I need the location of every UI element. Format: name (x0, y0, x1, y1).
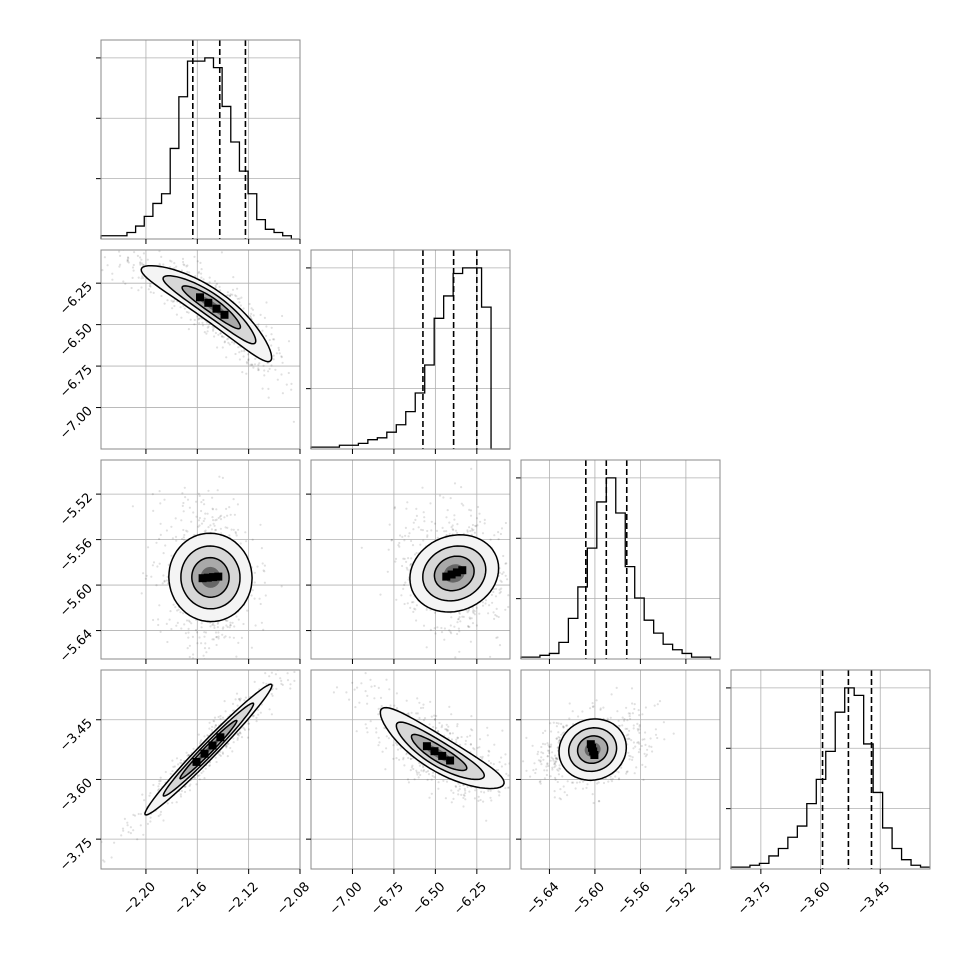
x-tick-label: −5.60 (569, 879, 608, 918)
x-tick-label: −3.75 (735, 879, 774, 918)
x-tick-label: −5.52 (660, 879, 699, 918)
density-peak (220, 310, 229, 319)
y-tick-label: −5.52 (57, 490, 96, 529)
panel-background (521, 670, 720, 869)
x-tick-label: −2.20 (120, 879, 159, 918)
x-tick-label: −6.25 (451, 879, 490, 918)
panel-background (731, 670, 930, 869)
scatter-points (360, 467, 510, 659)
scatter-panel-2-1 (100, 249, 301, 450)
histogram-step-line (100, 57, 300, 240)
density-peak (203, 573, 212, 582)
x-tick-label: −6.50 (410, 879, 449, 918)
density-peak (438, 751, 447, 760)
density-peak (458, 566, 467, 575)
panel-frame (100, 249, 301, 450)
y-tick-label: −5.64 (57, 627, 96, 666)
density-peak (422, 742, 431, 751)
x-tick-label: −6.75 (368, 879, 407, 918)
panel-background (101, 40, 300, 239)
density-peak (214, 572, 223, 581)
panel-frame (520, 669, 721, 870)
density-peak (192, 757, 201, 766)
y-tick-label: −5.60 (57, 581, 96, 620)
y-tick-label: −6.25 (57, 279, 96, 318)
panel-frame (310, 459, 511, 660)
y-tick-label: −5.56 (57, 536, 96, 575)
x-tick-label: −2.12 (223, 879, 262, 918)
scatter-points (131, 475, 283, 659)
panel-background (311, 250, 510, 449)
x-tick-label: −7.00 (327, 879, 366, 918)
scatter-points (522, 686, 675, 805)
histogram-step-line (310, 267, 510, 450)
scatter-points (101, 670, 296, 863)
density-peak (442, 572, 451, 581)
density-peak (216, 733, 225, 742)
x-tick-label: −2.08 (274, 879, 313, 918)
density-peak (452, 568, 461, 577)
x-tick-label: −3.45 (855, 879, 894, 918)
density-peak (446, 756, 455, 765)
density-peak (430, 747, 439, 756)
density-peak (204, 298, 213, 307)
y-tick-label: −7.00 (57, 404, 96, 443)
density-peak (198, 574, 207, 583)
panel-frame (100, 39, 301, 240)
histogram-step-line (730, 687, 930, 869)
density-peak (447, 570, 456, 579)
panel-frame (100, 669, 301, 870)
x-tick-label: −5.56 (615, 879, 654, 918)
x-tick-label: −5.64 (524, 879, 563, 918)
histogram-panel-3 (516, 459, 721, 660)
scatter-panel-3-2 (310, 459, 511, 660)
scatter-points (101, 250, 295, 423)
density-peak (212, 304, 221, 313)
panel-frame (310, 249, 511, 450)
y-tick-label: −6.75 (57, 362, 96, 401)
scatter-panel-4-1 (100, 669, 301, 870)
y-tick-label: −6.50 (57, 321, 96, 360)
scatter-panel-4-3 (520, 669, 721, 870)
x-tick-label: −3.60 (795, 879, 834, 918)
density-peak (208, 741, 217, 750)
panel-frame (520, 459, 721, 660)
scatter-panel-3-1 (100, 459, 301, 660)
density-peak (196, 293, 204, 302)
panel-frame (730, 669, 931, 870)
histogram-panel-1 (96, 39, 301, 240)
histogram-step-line (520, 477, 720, 660)
y-tick-label: −3.45 (57, 716, 96, 755)
x-tick-label: −2.16 (172, 879, 211, 918)
histogram-panel-2 (306, 249, 511, 450)
scatter-panel-4-2 (310, 669, 511, 870)
density-peak (590, 751, 599, 759)
y-tick-label: −3.60 (57, 776, 96, 815)
panel-background (521, 460, 720, 659)
panel-frame (310, 669, 511, 870)
density-peak (209, 573, 218, 582)
density-peak (200, 749, 209, 758)
panel-frame (100, 459, 301, 660)
y-tick-label: −3.75 (57, 835, 96, 874)
scatter-points (332, 672, 510, 822)
histogram-panel-4 (726, 669, 931, 870)
